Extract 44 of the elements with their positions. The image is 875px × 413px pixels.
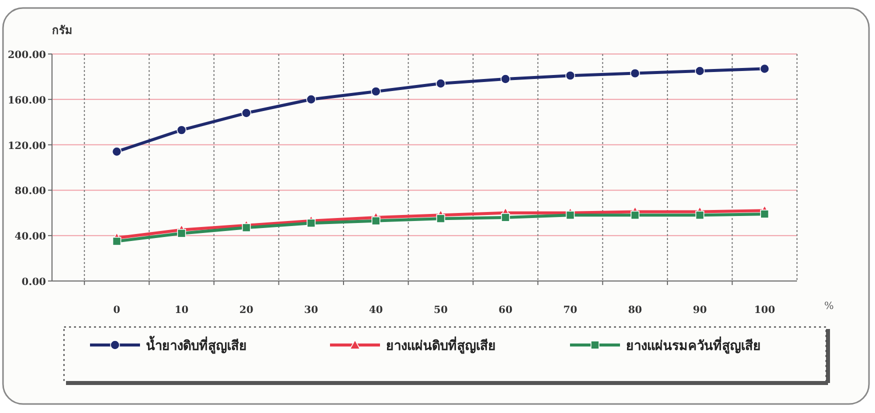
point bbox=[177, 228, 186, 238]
point bbox=[501, 213, 510, 222]
x-axis-title: % bbox=[824, 301, 834, 312]
point bbox=[112, 236, 122, 246]
point bbox=[306, 218, 316, 228]
x-tick-label: 60 bbox=[498, 305, 512, 316]
x-tick-label: 80 bbox=[628, 305, 642, 316]
x-tick-label: 100 bbox=[754, 305, 776, 316]
y-tick-label: 0.00 bbox=[22, 277, 46, 288]
x-tick-label: 70 bbox=[563, 305, 578, 316]
point bbox=[306, 94, 316, 104]
point bbox=[176, 125, 186, 135]
legend-label: ยางแผ่นดิบที่สูญเสีย bbox=[386, 336, 496, 354]
point bbox=[372, 216, 380, 226]
point bbox=[241, 108, 252, 118]
y-axis-title: กรัม bbox=[52, 24, 72, 37]
point bbox=[436, 78, 446, 88]
y-tick-label: 120.00 bbox=[8, 140, 46, 152]
point bbox=[695, 210, 704, 220]
point bbox=[242, 223, 251, 232]
y-tick-label: 40.00 bbox=[14, 232, 46, 243]
x-tick-label: 20 bbox=[239, 305, 254, 316]
point bbox=[566, 210, 575, 220]
x-tick-label: 0 bbox=[113, 305, 120, 316]
x-tick-label: 50 bbox=[434, 305, 448, 316]
point bbox=[694, 66, 705, 76]
y-tick-label: 160.00 bbox=[8, 95, 46, 106]
point bbox=[371, 86, 381, 96]
point bbox=[436, 214, 446, 223]
legend-label: ยางแผ่นรมควันที่สูญเสีย bbox=[626, 336, 761, 354]
point bbox=[760, 64, 770, 74]
point bbox=[500, 74, 510, 84]
point bbox=[112, 146, 122, 157]
point bbox=[565, 70, 576, 80]
legend-label: น้ำยางดิบที่สูญเสีย bbox=[146, 335, 247, 354]
y-tick-label: 80.00 bbox=[14, 186, 46, 198]
point bbox=[630, 210, 640, 220]
x-tick-label: 90 bbox=[692, 305, 707, 316]
x-tick-label: 30 bbox=[304, 305, 318, 316]
point bbox=[760, 210, 770, 218]
x-tick-label: 10 bbox=[174, 305, 189, 316]
point bbox=[630, 68, 640, 78]
x-tick-label: 40 bbox=[368, 305, 383, 316]
y-tick-label: 200.00 bbox=[8, 50, 46, 61]
